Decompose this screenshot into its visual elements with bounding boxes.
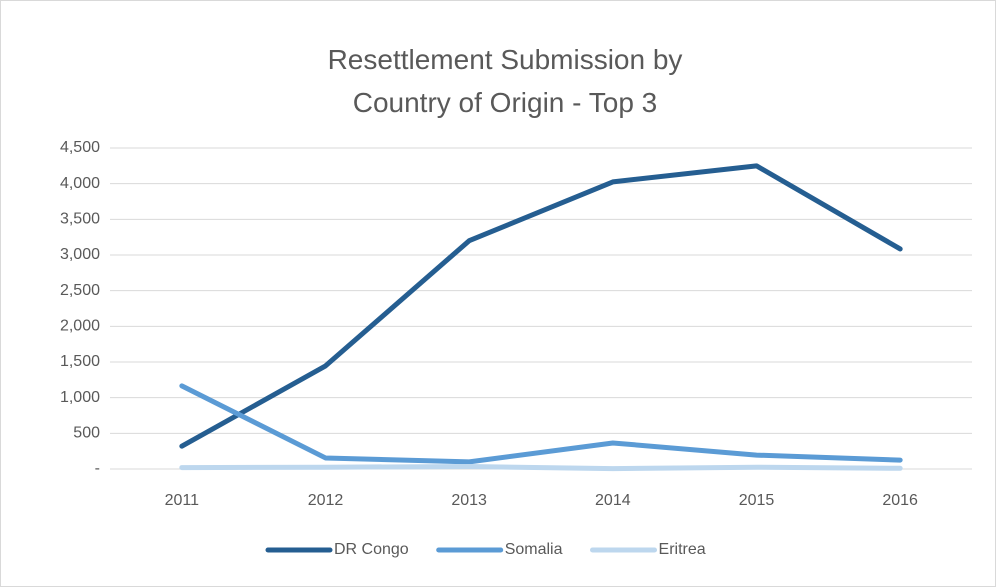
data-line	[179, 464, 903, 472]
data-line	[179, 383, 903, 465]
legend-label: Somalia	[505, 541, 563, 558]
chart-title: Resettlement Submission by Country of Or…	[327, 44, 683, 118]
y-tick-label: 500	[73, 425, 100, 442]
x-tick-label: 2013	[451, 492, 487, 509]
legend-label: Eritrea	[659, 541, 706, 558]
y-tick-label: 1,000	[60, 389, 100, 406]
x-tick-label: 2015	[739, 492, 775, 509]
y-tick-label: 3,000	[60, 246, 100, 263]
x-tick-label: 2011	[165, 492, 200, 509]
y-tick-label: 2,500	[60, 282, 100, 299]
x-tick-label: 2012	[308, 492, 344, 509]
x-tick-label: 2016	[882, 492, 918, 509]
y-tick-label: 4,000	[60, 175, 100, 192]
y-tick-label: 1,500	[60, 353, 100, 370]
y-tick-label: -	[95, 460, 100, 477]
y-tick-label: 3,500	[60, 211, 100, 228]
y-tick-label: 2,000	[60, 318, 100, 335]
legend-label: DR Congo	[334, 541, 409, 558]
data-line	[179, 163, 903, 449]
y-tick-label: 4,500	[60, 139, 100, 156]
x-tick-label: 2014	[595, 492, 631, 509]
